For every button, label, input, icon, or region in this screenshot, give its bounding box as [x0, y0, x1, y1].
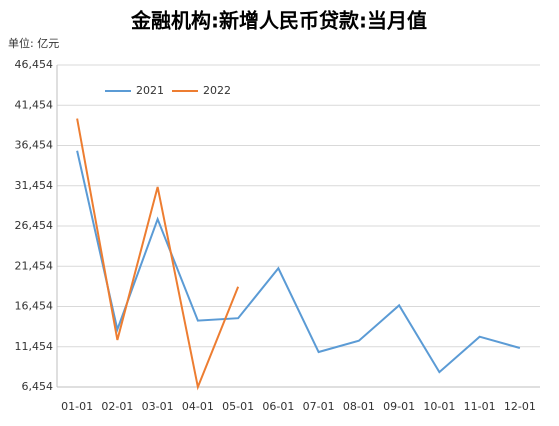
x-tick-label: 01-01 — [61, 400, 93, 413]
y-tick-label: 16,454 — [15, 300, 54, 313]
y-tick-label: 31,454 — [15, 179, 54, 192]
unit-label: 单位: 亿元 — [8, 36, 59, 50]
x-tick-label: 02-01 — [101, 400, 133, 413]
x-tick-label: 05-01 — [222, 400, 254, 413]
series-line — [76, 118, 240, 391]
x-tick-label: 04-01 — [182, 400, 214, 413]
y-tick-label: 11,454 — [15, 340, 54, 353]
y-tick-label: 41,454 — [15, 98, 54, 111]
legend-label: 2022 — [203, 84, 231, 97]
x-tick-label: 09-01 — [383, 400, 415, 413]
x-tick-label: 11-01 — [464, 400, 496, 413]
x-tick-label: 03-01 — [142, 400, 174, 413]
y-tick-label: 21,454 — [15, 259, 54, 272]
x-tick-label: 06-01 — [262, 400, 294, 413]
y-tick-label: 26,454 — [15, 219, 54, 232]
y-tick-label: 6,454 — [22, 380, 54, 393]
x-tick-label: 07-01 — [303, 400, 335, 413]
x-tick-label: 08-01 — [343, 400, 375, 413]
chart-title: 金融机构:新增人民币贷款:当月值 — [130, 9, 427, 33]
y-tick-label: 36,454 — [15, 139, 54, 152]
y-tick-label: 46,454 — [15, 58, 54, 71]
series-line — [76, 150, 521, 374]
x-tick-label: 12-01 — [504, 400, 536, 413]
x-tick-label: 10-01 — [423, 400, 455, 413]
legend-label: 2021 — [136, 84, 164, 97]
